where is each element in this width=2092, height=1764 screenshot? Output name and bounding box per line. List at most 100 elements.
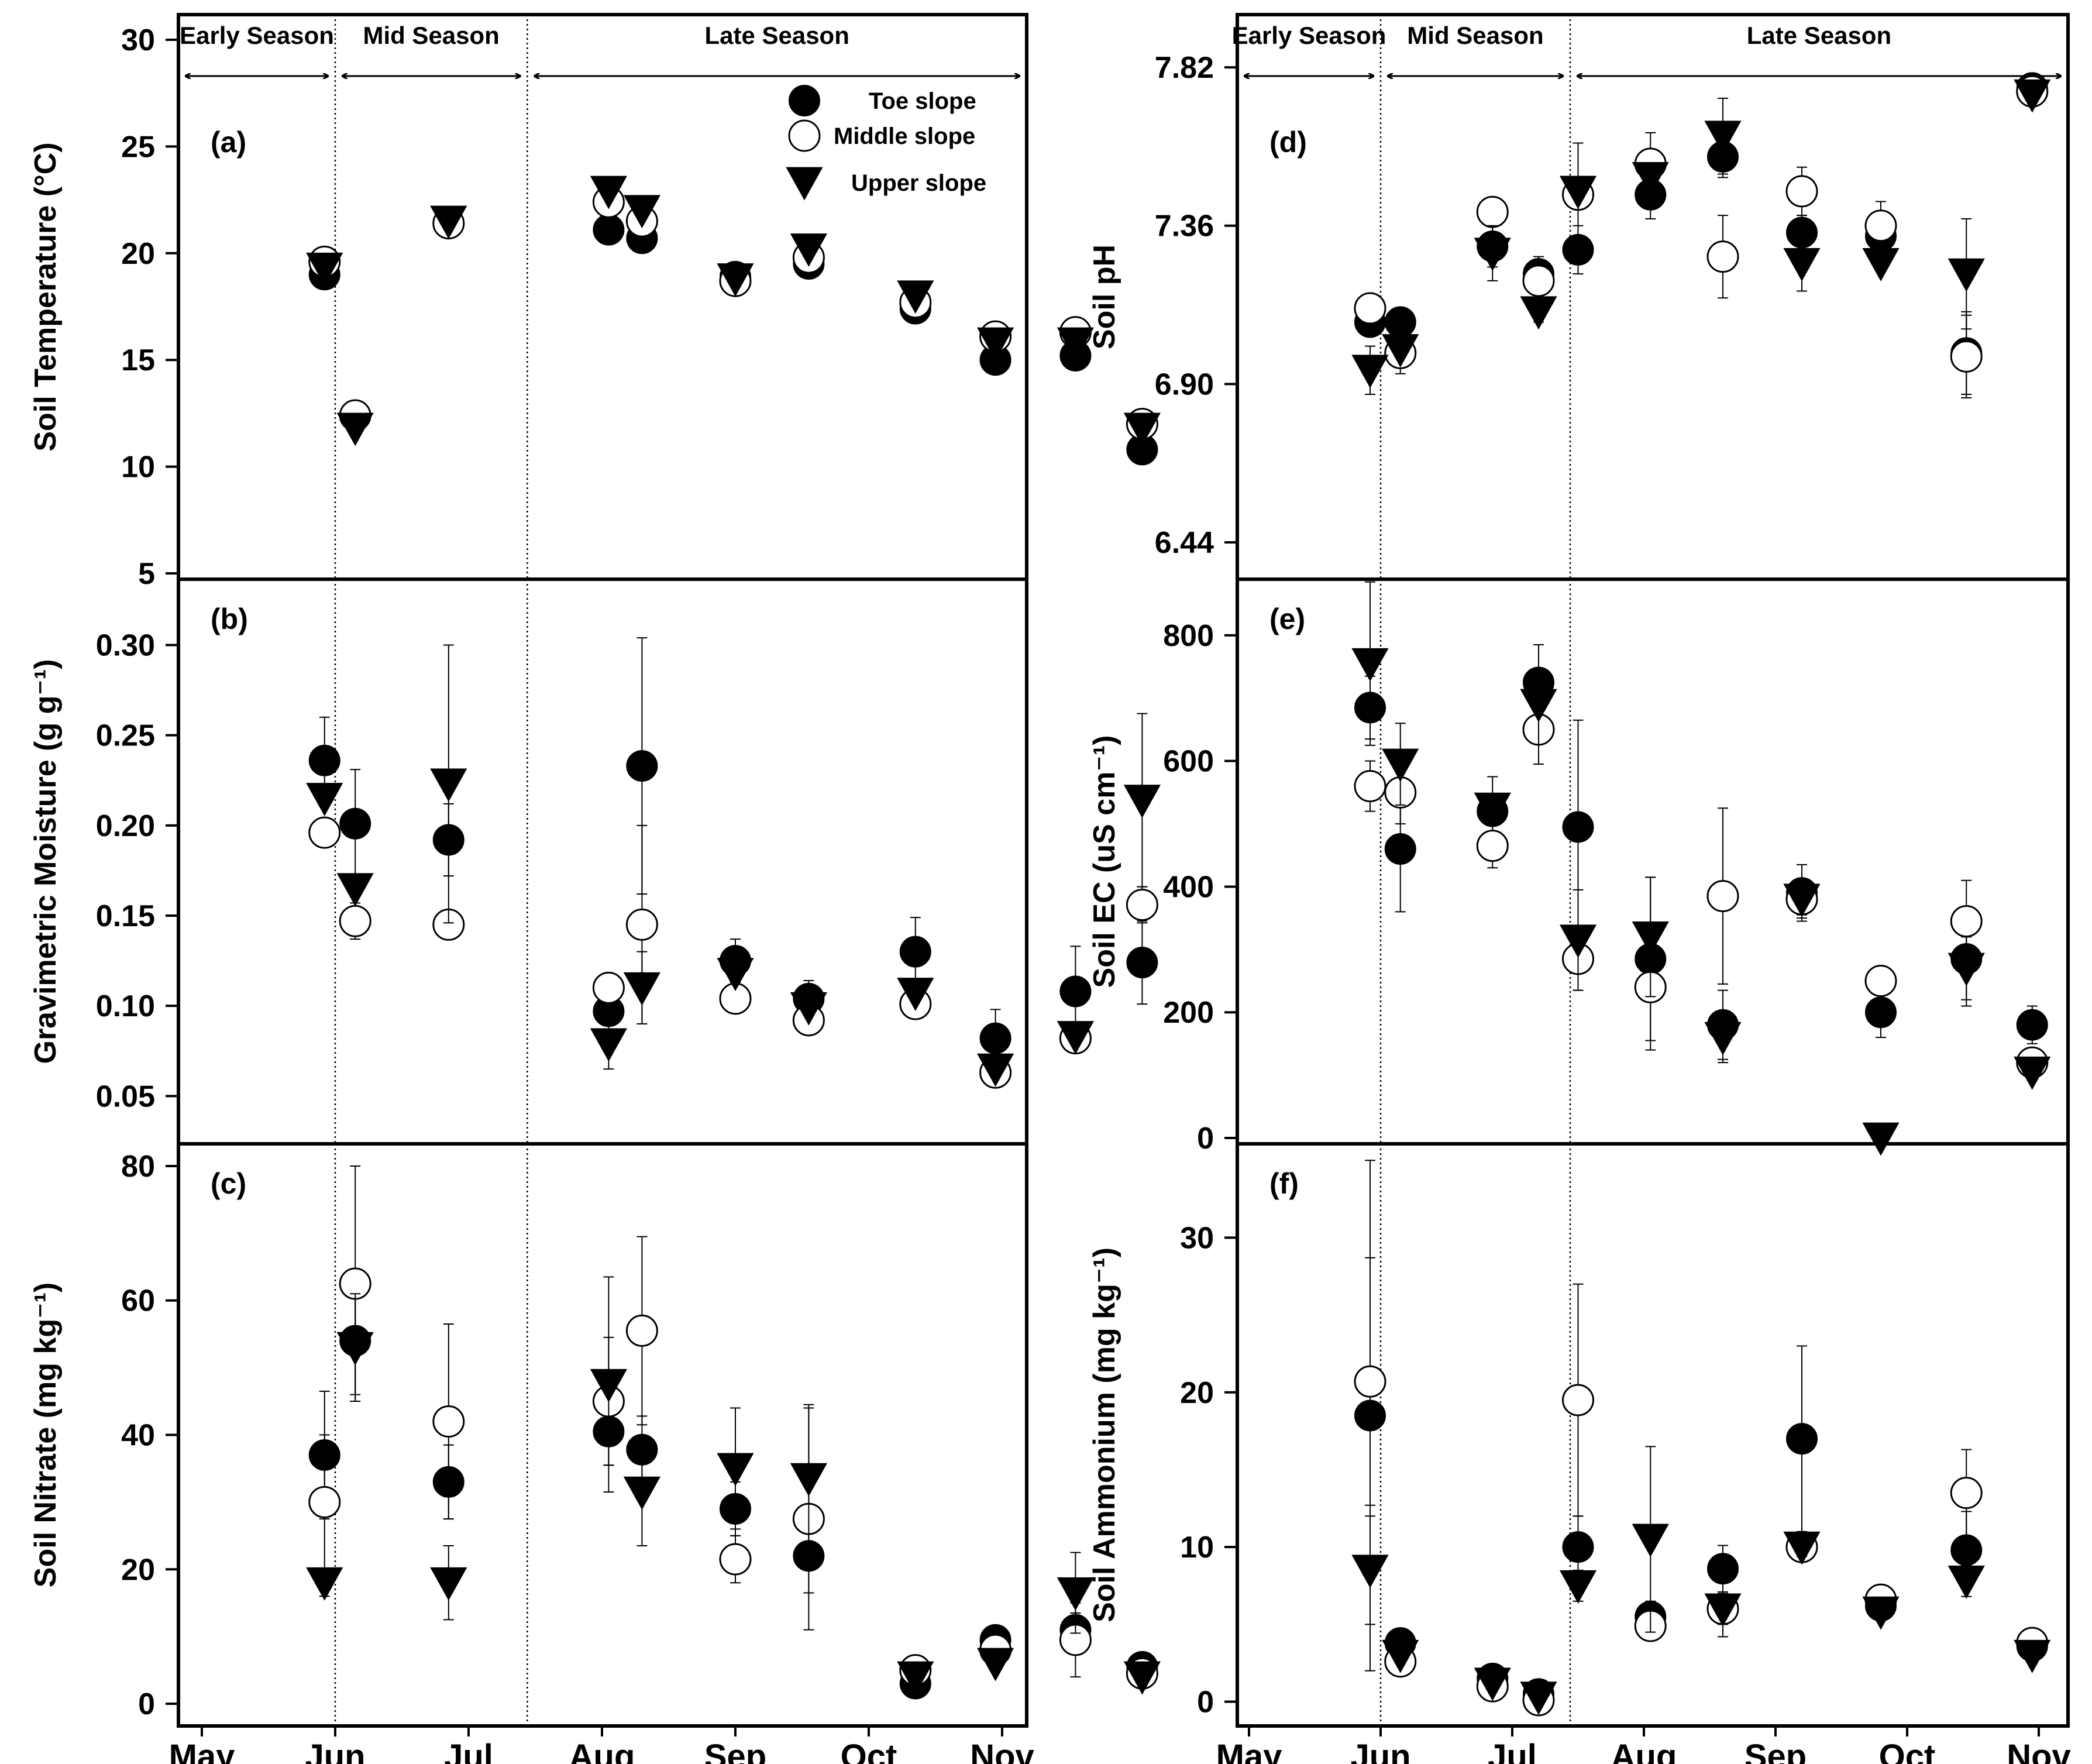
point-f-toe-slope bbox=[1950, 1534, 1983, 1566]
y-tick-label: 40 bbox=[121, 1419, 155, 1453]
y-tick-label: 600 bbox=[1163, 745, 1214, 779]
x-tick-label: Oct bbox=[841, 1738, 897, 1764]
y-tick-label: 5 bbox=[138, 557, 155, 591]
point-d-upper-slope bbox=[1704, 121, 1742, 154]
point-e-upper-slope bbox=[1351, 648, 1389, 682]
y-tick-label: 0.15 bbox=[96, 899, 155, 933]
point-b-upper-slope bbox=[590, 1028, 627, 1062]
point-f-upper-slope bbox=[1474, 1667, 1511, 1701]
x-tick-label: Jun bbox=[1350, 1738, 1410, 1764]
point-a-upper-slope bbox=[1123, 412, 1161, 446]
point-d-middle-slope bbox=[1950, 340, 1983, 373]
season-label: Early Season bbox=[1232, 22, 1386, 49]
y-tick-label: 0.20 bbox=[96, 809, 155, 843]
y-axis-label: Soil Temperature (°C) bbox=[29, 142, 63, 451]
point-f-upper-slope bbox=[1783, 1531, 1821, 1565]
y-axis-label: Soil pH bbox=[1088, 245, 1121, 349]
point-f-upper-slope bbox=[1632, 1524, 1669, 1557]
point-e-toe-slope bbox=[1865, 996, 1897, 1029]
point-f-upper-slope bbox=[1862, 1596, 1900, 1630]
point-a-upper-slope bbox=[430, 205, 467, 239]
point-b-toe-slope bbox=[979, 1022, 1011, 1054]
point-a-toe-slope bbox=[593, 214, 625, 246]
panel-label: (f) bbox=[1269, 1167, 1299, 1200]
point-b-middle-slope bbox=[592, 971, 625, 1004]
point-c-upper-slope bbox=[790, 1463, 827, 1497]
point-f-middle-slope bbox=[1354, 1365, 1386, 1398]
point-a-upper-slope bbox=[1057, 327, 1094, 361]
point-b-upper-slope bbox=[717, 958, 754, 992]
point-b-upper-slope bbox=[897, 978, 934, 1012]
legend-label: Toe slope bbox=[869, 88, 976, 114]
y-tick-label: 15 bbox=[121, 343, 155, 377]
point-e-toe-slope bbox=[1384, 833, 1416, 865]
panel-label: (b) bbox=[211, 603, 248, 635]
point-c-middle-slope bbox=[308, 1486, 341, 1518]
y-tick-label: 6.90 bbox=[1155, 367, 1214, 401]
point-b-upper-slope bbox=[790, 992, 827, 1026]
point-e-upper-slope bbox=[2014, 1056, 2051, 1090]
x-tick-label: Sep bbox=[1745, 1738, 1807, 1764]
point-e-upper-slope bbox=[1520, 689, 1557, 723]
point-e-upper-slope bbox=[1632, 921, 1669, 955]
point-a-upper-slope bbox=[306, 252, 343, 286]
point-f-toe-slope bbox=[1562, 1531, 1594, 1563]
point-e-upper-slope bbox=[1704, 1022, 1742, 1055]
legend-label: Upper slope bbox=[851, 170, 986, 196]
y-axis-label: Gravimetric Moisture (g g⁻¹) bbox=[29, 659, 63, 1064]
y-tick-label: 20 bbox=[121, 1553, 155, 1587]
point-d-upper-slope bbox=[1862, 248, 1900, 281]
point-d-upper-slope bbox=[2014, 79, 2051, 113]
point-e-toe-slope bbox=[1562, 811, 1594, 843]
panel-frame-f bbox=[1236, 1142, 2070, 1728]
point-c-upper-slope bbox=[623, 1476, 660, 1510]
point-a-upper-slope bbox=[717, 263, 754, 297]
point-c-middle-slope bbox=[625, 1314, 658, 1347]
panel-label: (d) bbox=[1269, 126, 1307, 159]
x-tick-label: Oct bbox=[1879, 1738, 1936, 1764]
legend-marker-0 bbox=[789, 85, 820, 116]
y-tick-label: 10 bbox=[121, 451, 155, 484]
point-b-toe-slope bbox=[626, 750, 658, 782]
point-e-middle-slope bbox=[1706, 880, 1739, 913]
point-e-upper-slope bbox=[1474, 792, 1511, 826]
point-b-toe-slope bbox=[1126, 947, 1158, 979]
y-tick-label: 200 bbox=[1163, 996, 1214, 1030]
y-tick-label: 6.44 bbox=[1155, 526, 1214, 560]
x-tick-label: Jul bbox=[444, 1738, 493, 1764]
point-d-upper-slope bbox=[1351, 355, 1389, 388]
x-tick-label: Jun bbox=[305, 1738, 365, 1764]
point-b-upper-slope bbox=[1057, 1021, 1094, 1055]
x-tick-label: Nov bbox=[970, 1738, 1034, 1764]
point-d-middle-slope bbox=[1476, 195, 1509, 228]
point-e-upper-slope bbox=[1948, 953, 1985, 986]
season-label: Early Season bbox=[180, 22, 334, 49]
point-c-upper-slope bbox=[306, 1567, 343, 1601]
point-e-middle-slope bbox=[1950, 905, 1983, 938]
point-e-upper-slope bbox=[1559, 924, 1597, 958]
y-axis-label: Soil Nitrate (mg kg⁻¹) bbox=[29, 1282, 63, 1587]
point-e-upper-slope bbox=[1862, 1122, 1900, 1156]
point-d-upper-slope bbox=[1520, 296, 1557, 330]
point-f-upper-slope bbox=[1948, 1565, 1985, 1599]
point-a-upper-slope bbox=[790, 233, 827, 267]
point-d-middle-slope bbox=[1706, 240, 1739, 273]
y-tick-label: 0.25 bbox=[96, 719, 155, 753]
point-f-upper-slope bbox=[1704, 1593, 1742, 1627]
point-b-middle-slope bbox=[339, 905, 371, 937]
point-f-upper-slope bbox=[1559, 1570, 1597, 1604]
y-tick-label: 10 bbox=[1180, 1531, 1214, 1564]
x-tick-label: May bbox=[1216, 1738, 1282, 1764]
point-b-upper-slope bbox=[1123, 785, 1161, 819]
panel-label: (a) bbox=[211, 126, 246, 159]
y-tick-label: 0.10 bbox=[96, 989, 155, 1023]
y-tick-label: 0.30 bbox=[96, 629, 155, 663]
point-b-middle-slope bbox=[308, 816, 341, 849]
y-tick-label: 60 bbox=[121, 1284, 155, 1318]
y-tick-label: 30 bbox=[1180, 1221, 1214, 1255]
point-f-middle-slope bbox=[1562, 1384, 1594, 1416]
figure-text: Early Season Mid Season Late Season 5 10 15 20… bbox=[29, 22, 2071, 1764]
panel-label: (c) bbox=[211, 1167, 246, 1200]
season-label: Mid Season bbox=[1407, 22, 1543, 49]
point-b-toe-slope bbox=[308, 744, 340, 776]
